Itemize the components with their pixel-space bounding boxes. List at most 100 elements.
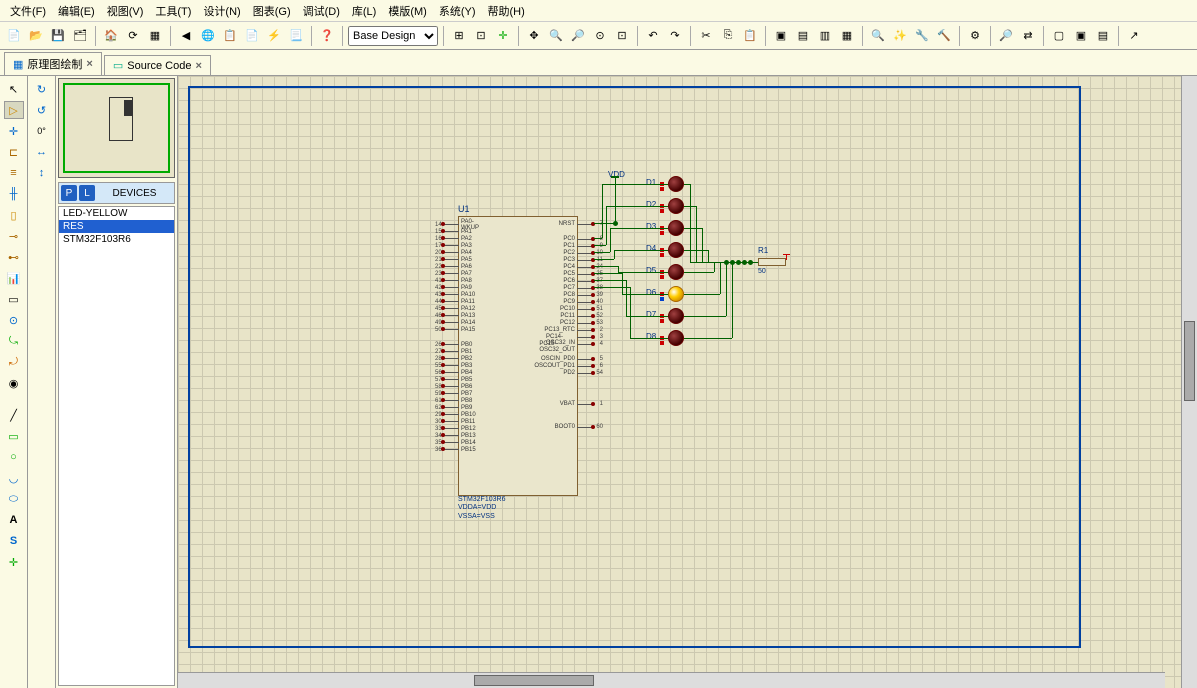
led-component[interactable] [668,308,684,324]
path-tool-icon[interactable]: ⬭ [4,490,24,508]
report-icon[interactable]: 📋 [220,26,240,46]
cut-icon[interactable]: ✂ [696,26,716,46]
chip-pin-right[interactable]: PC1051 [577,306,593,313]
pick-device-button[interactable]: P [61,185,77,201]
undo-icon[interactable]: ↶ [643,26,663,46]
rotate-ccw-icon[interactable]: ↺ [32,101,52,119]
menu-item[interactable]: 调试(D) [297,1,346,21]
chip-pin-left[interactable]: 62PB9 [443,404,459,411]
text-2d-tool-icon[interactable]: A [4,511,24,529]
chip-pin-right[interactable]: PC637 [577,278,593,285]
chip-pin-right[interactable]: PC311 [577,257,593,264]
chip-pin-right[interactable]: OSCOUT_PD16 [577,363,593,370]
devices-list[interactable]: LED-YELLOWRESSTM32F103R6 [58,206,175,686]
generator-tool-icon[interactable]: ⊙ [4,311,24,329]
close-icon[interactable]: 🗂 [70,26,90,46]
chip-pin-right[interactable]: PC14-OSC32_IN3 [577,334,593,341]
block-copy-icon[interactable]: ▣ [771,26,791,46]
menu-item[interactable]: 系统(Y) [433,1,482,21]
chip-pin-left[interactable]: 22PA6 [443,263,459,270]
chip-pin-left[interactable]: 41PA8 [443,277,459,284]
subckt-tool-icon[interactable]: ▯ [4,206,24,224]
layer-c-icon[interactable]: ▤ [1093,26,1113,46]
origin-icon[interactable]: ✛ [493,26,513,46]
chip-pin-left[interactable]: 16PA2 [443,235,459,242]
chip-pin-right[interactable]: PC839 [577,292,593,299]
mirror-v-icon[interactable]: ↕ [32,164,52,182]
chip-pin-left[interactable]: 56PB4 [443,369,459,376]
help-icon[interactable]: ❓ [317,26,337,46]
horizontal-scrollbar[interactable] [178,672,1165,688]
tab-close-icon[interactable]: × [195,60,201,72]
mirror-h-icon[interactable]: ↔ [32,143,52,161]
chip-pin-left[interactable]: 20PA4 [443,249,459,256]
new-icon[interactable]: 📄 [4,26,24,46]
bom-icon[interactable]: 📄 [242,26,262,46]
nav-back-icon[interactable]: ◀ [176,26,196,46]
symbol-tool-icon[interactable]: S [4,532,24,550]
chip-pin-left[interactable]: 15PA1 [443,228,459,235]
wand-icon[interactable]: ✨ [890,26,910,46]
replace-icon[interactable]: ⇄ [1018,26,1038,46]
chip-pin-right[interactable]: PC13_RTC2 [577,327,593,334]
probe-v-tool-icon[interactable]: ⤿ [4,332,24,350]
circle-tool-icon[interactable]: ○ [4,448,24,466]
chip-pin-right[interactable]: NRST7 [577,221,593,228]
zoom-area-icon[interactable]: ⊡ [612,26,632,46]
chip-pin-right[interactable]: PD254 [577,370,593,377]
chip-pin-left[interactable]: 43PA10 [443,291,459,298]
chip-pin-right[interactable]: PC525 [577,271,593,278]
menu-item[interactable]: 设计(N) [197,1,246,21]
led-component[interactable] [668,330,684,346]
chip-pin-right[interactable]: VBAT1 [577,401,593,408]
text-tool-icon[interactable]: ≡ [4,164,24,182]
menu-item[interactable]: 文件(F) [4,1,52,21]
chip-pin-left[interactable]: 23PA7 [443,270,459,277]
chip-pin-left[interactable]: 27PB1 [443,348,459,355]
led-component[interactable] [668,220,684,236]
led-component[interactable] [668,286,684,302]
device-list-item[interactable]: LED-YELLOW [59,207,174,220]
paste-icon[interactable]: 📋 [740,26,760,46]
probe-i-tool-icon[interactable]: ⤾ [4,353,24,371]
led-component[interactable] [668,242,684,258]
tool-b-icon[interactable]: 🔨 [934,26,954,46]
chip-pin-left[interactable]: 35PB14 [443,439,459,446]
chip-pin-right[interactable]: PC1253 [577,320,593,327]
block-move-icon[interactable]: ▤ [793,26,813,46]
chip-pin-left[interactable]: 61PB8 [443,397,459,404]
chip-pin-left[interactable]: 42PA9 [443,284,459,291]
chip-pin-left[interactable]: 29PB10 [443,411,459,418]
grid-toggle-icon[interactable]: ⊞ [449,26,469,46]
chip-pin-left[interactable]: 21PA5 [443,256,459,263]
list-icon[interactable]: 📃 [286,26,306,46]
open-icon[interactable]: 📂 [26,26,46,46]
block-delete-icon[interactable]: ▦ [837,26,857,46]
library-button[interactable]: L [79,185,95,201]
terminal-tool-icon[interactable]: ⊸ [4,227,24,245]
chip-pin-left[interactable]: 46PA13 [443,312,459,319]
erc-icon[interactable]: ⚡ [264,26,284,46]
select-tool-icon[interactable]: ↖ [4,80,24,98]
chip-pin-right[interactable]: PC15-OSC32_OUT4 [577,341,593,348]
bus-tool-icon[interactable]: ╫ [4,185,24,203]
compile-icon[interactable]: ⚙ [965,26,985,46]
rect-tool-icon[interactable]: ▭ [4,427,24,445]
grid-dots-icon[interactable]: ⊡ [471,26,491,46]
line-tool-icon[interactable]: ╱ [4,406,24,424]
chip-pin-left[interactable]: 30PB11 [443,418,459,425]
tab-close-icon[interactable]: × [86,58,92,70]
chip-pin-left[interactable]: 58PB6 [443,383,459,390]
export-icon[interactable]: ↗ [1124,26,1144,46]
chip-pin-right[interactable]: BOOT060 [577,424,593,431]
design-selector[interactable]: Base Design [348,26,438,46]
vertical-scrollbar[interactable] [1181,76,1197,688]
chip-pin-left[interactable]: 55PB3 [443,362,459,369]
chip-pin-left[interactable]: 59PB7 [443,390,459,397]
pin-tool-icon[interactable]: ⊷ [4,248,24,266]
resistor-component[interactable] [758,258,786,266]
chip-pin-left[interactable]: 36PB15 [443,446,459,453]
rotate-cw-icon[interactable]: ↻ [32,80,52,98]
menu-item[interactable]: 帮助(H) [482,1,531,21]
mcu-component[interactable]: 14PA0-WKUP15PA116PA217PA320PA421PA522PA6… [458,216,578,496]
